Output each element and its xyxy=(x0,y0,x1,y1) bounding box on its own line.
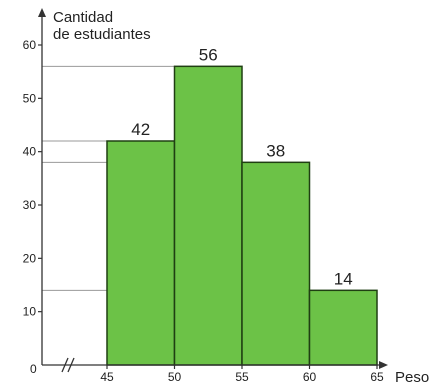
y-tick-label: 60 xyxy=(23,38,37,52)
bar-value-label: 38 xyxy=(266,141,285,160)
y-tick-label: 20 xyxy=(23,251,37,265)
y-tick-label: 30 xyxy=(23,198,37,212)
y-axis-arrow-icon xyxy=(38,8,46,17)
bar-value-label: 56 xyxy=(199,45,218,64)
axis-break-stroke xyxy=(61,357,69,373)
histogram-bar xyxy=(308,289,378,366)
y-tick-label: 10 xyxy=(23,305,37,319)
x-tick-label: 45 xyxy=(100,370,114,384)
y-tick-label: 50 xyxy=(23,91,37,105)
origin-label: 0 xyxy=(30,362,37,376)
data-labels: 42 56 38 14 xyxy=(131,45,352,288)
x-tick-label: 55 xyxy=(235,370,249,384)
y-ticks: 10 20 30 40 50 60 xyxy=(23,38,42,319)
x-tick-label: 60 xyxy=(303,370,317,384)
x-tick-label: 65 xyxy=(370,370,384,384)
x-tick-label: 50 xyxy=(168,370,182,384)
bar-value-label: 42 xyxy=(131,120,150,139)
histogram-bar xyxy=(173,65,243,366)
y-tick-label: 40 xyxy=(23,145,37,159)
x-axis-break-icon xyxy=(61,357,75,373)
histogram-bar xyxy=(241,161,311,366)
x-axis-title: Peso xyxy=(395,369,429,386)
axis-break-stroke xyxy=(67,357,75,373)
histogram-bar xyxy=(106,140,176,366)
x-axis-arrow-icon xyxy=(379,361,388,369)
y-axis-title-line-1: Cantidad xyxy=(53,9,113,26)
bars xyxy=(106,65,378,366)
x-ticks: 45 50 55 60 65 xyxy=(100,365,384,384)
axes xyxy=(38,8,388,373)
y-axis-title-line-2: de estudiantes xyxy=(53,26,151,43)
bar-value-label: 14 xyxy=(334,269,353,288)
